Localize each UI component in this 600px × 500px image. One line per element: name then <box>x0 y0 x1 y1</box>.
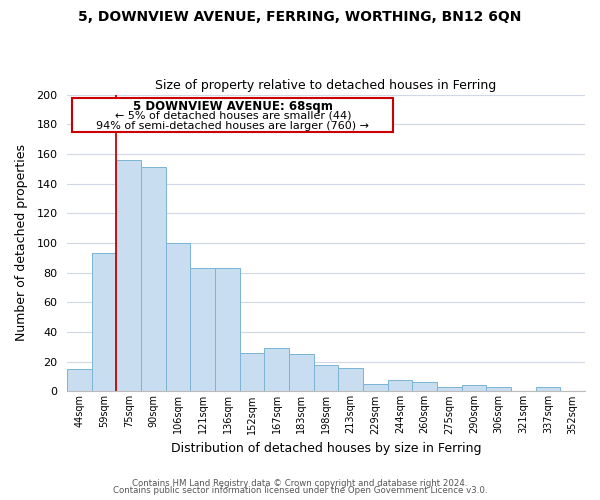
Title: Size of property relative to detached houses in Ferring: Size of property relative to detached ho… <box>155 79 497 92</box>
Bar <box>338 368 363 392</box>
Bar <box>67 369 92 392</box>
Bar <box>166 243 190 392</box>
Bar <box>289 354 314 392</box>
Bar <box>92 254 116 392</box>
Text: Contains public sector information licensed under the Open Government Licence v3: Contains public sector information licen… <box>113 486 487 495</box>
Bar <box>116 160 141 392</box>
Bar <box>265 348 289 392</box>
Bar <box>314 364 338 392</box>
Bar <box>437 387 462 392</box>
Bar <box>536 387 560 392</box>
Bar <box>487 387 511 392</box>
Text: Contains HM Land Registry data © Crown copyright and database right 2024.: Contains HM Land Registry data © Crown c… <box>132 478 468 488</box>
FancyBboxPatch shape <box>73 98 394 132</box>
Bar <box>412 382 437 392</box>
Bar <box>240 353 265 392</box>
Text: 94% of semi-detached houses are larger (760) →: 94% of semi-detached houses are larger (… <box>97 120 370 130</box>
Text: 5 DOWNVIEW AVENUE: 68sqm: 5 DOWNVIEW AVENUE: 68sqm <box>133 100 333 114</box>
Text: ← 5% of detached houses are smaller (44): ← 5% of detached houses are smaller (44) <box>115 110 351 120</box>
Bar <box>462 386 487 392</box>
Bar <box>215 268 240 392</box>
Bar <box>388 380 412 392</box>
Bar <box>141 168 166 392</box>
Bar <box>363 384 388 392</box>
X-axis label: Distribution of detached houses by size in Ferring: Distribution of detached houses by size … <box>171 442 481 455</box>
Bar <box>190 268 215 392</box>
Y-axis label: Number of detached properties: Number of detached properties <box>15 144 28 342</box>
Text: 5, DOWNVIEW AVENUE, FERRING, WORTHING, BN12 6QN: 5, DOWNVIEW AVENUE, FERRING, WORTHING, B… <box>79 10 521 24</box>
